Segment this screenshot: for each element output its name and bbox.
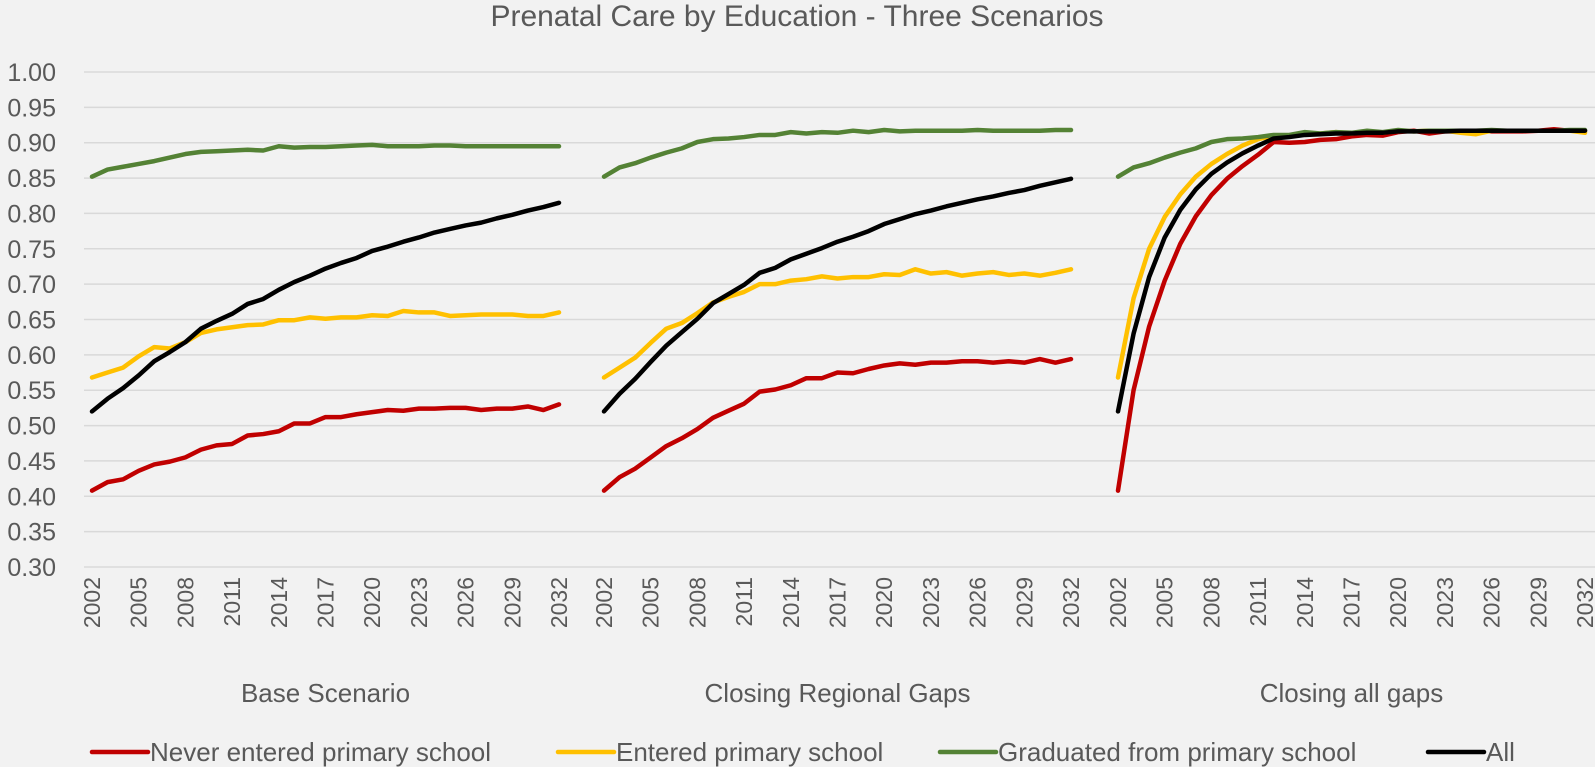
- y-tick-label: 0.70: [7, 271, 56, 299]
- y-tick-label: 0.30: [7, 554, 56, 582]
- series-line-graduated-from-primary-school-panel-2: [601, 127, 1074, 179]
- x-tick-label: 2020: [359, 577, 385, 628]
- y-tick-label: 0.40: [7, 483, 56, 511]
- x-tick-label: 2023: [1432, 577, 1458, 628]
- x-tick-label: 2014: [778, 577, 804, 628]
- series-line-entered-primary-school-panel-1: [89, 308, 562, 380]
- y-tick-label: 0.85: [7, 165, 56, 193]
- y-tick-label: 0.50: [7, 413, 56, 441]
- x-tick-label: 2017: [313, 577, 339, 628]
- panel-label: Closing Regional Gaps: [705, 678, 971, 708]
- y-tick-label: 1.00: [7, 59, 56, 87]
- x-tick-label: 2032: [1572, 577, 1595, 628]
- y-axis-ticks: 0.30 0.35 0.40 0.45 0.50 0.55 0.60 0.65 0.70 0.75…: [7, 59, 56, 582]
- legend-label: All: [1486, 737, 1515, 767]
- series-line-entered-primary-school-panel-2: [601, 267, 1074, 380]
- x-tick-label: 2008: [684, 577, 710, 628]
- x-tick-label: 2008: [1198, 577, 1224, 628]
- x-tick-label: 2014: [266, 577, 292, 628]
- x-tick-label: 2005: [638, 577, 664, 628]
- legend-label: Entered primary school: [616, 737, 883, 767]
- x-tick-label: 2023: [918, 577, 944, 628]
- x-tick-label: 2026: [965, 577, 991, 628]
- series-line-never-entered-primary-school-panel-1: [89, 402, 562, 493]
- x-tick-label: 2011: [1245, 577, 1271, 626]
- x-tick-label: 2026: [453, 577, 479, 628]
- y-tick-label: 0.65: [7, 307, 56, 335]
- x-tick-label: 2002: [79, 577, 105, 628]
- series-line-all-panel-2: [601, 176, 1074, 414]
- x-tick-label: 2002: [1105, 577, 1131, 628]
- x-tick-label: 2005: [126, 577, 152, 628]
- x-tick-label: 2002: [591, 577, 617, 628]
- x-tick-label: 2014: [1292, 577, 1318, 628]
- y-tick-label: 0.60: [7, 342, 56, 370]
- gridlines: [84, 71, 1595, 568]
- x-tick-label: 2017: [1339, 577, 1365, 628]
- series-line-all-panel-3: [1115, 128, 1588, 414]
- y-tick-label: 0.55: [7, 377, 56, 405]
- series-line-all-panel-1: [89, 200, 562, 414]
- legend-item: Never entered primary school: [89, 737, 491, 767]
- x-tick-label: 2017: [825, 577, 851, 628]
- panel-label: Closing all gaps: [1260, 678, 1444, 708]
- legend-item: Graduated from primary school: [937, 737, 1356, 767]
- chart-title: Prenatal Care by Education - Three Scena…: [490, 0, 1103, 33]
- series-line-entered-primary-school-panel-3: [1115, 128, 1588, 380]
- x-tick-label: 2020: [1385, 577, 1411, 628]
- series-line-never-entered-primary-school-panel-2: [601, 356, 1074, 493]
- legend-label: Never entered primary school: [150, 737, 491, 767]
- legend-item: All: [1425, 737, 1515, 767]
- y-tick-label: 0.90: [7, 130, 56, 158]
- x-tick-label: 2032: [546, 577, 572, 628]
- x-axis-ticks: 2002 2005 2008 2011 2014 2017 2020 2023 2026 2029…: [79, 577, 1595, 628]
- y-tick-label: 0.35: [7, 519, 56, 547]
- y-tick-label: 0.95: [7, 94, 56, 122]
- panel-label: Base Scenario: [241, 678, 410, 708]
- x-tick-label: 2023: [406, 577, 432, 628]
- x-tick-label: 2029: [1011, 577, 1037, 628]
- y-tick-label: 0.80: [7, 200, 56, 228]
- legend-label: Graduated from primary school: [998, 737, 1356, 767]
- x-tick-label: 2008: [172, 577, 198, 628]
- x-tick-label: 2026: [1479, 577, 1505, 628]
- x-tick-label: 2020: [871, 577, 897, 628]
- panel-labels: Base Scenario Closing Regional Gaps Closin…: [241, 678, 1443, 708]
- series-line-graduated-from-primary-school-panel-1: [89, 142, 562, 179]
- legend-item: Entered primary school: [555, 737, 883, 767]
- x-tick-label: 2005: [1152, 577, 1178, 628]
- x-tick-label: 2011: [219, 577, 245, 626]
- y-tick-label: 0.75: [7, 236, 56, 264]
- x-tick-label: 2011: [731, 577, 757, 626]
- x-tick-label: 2029: [499, 577, 525, 628]
- x-tick-label: 2032: [1058, 577, 1084, 628]
- x-tick-label: 2029: [1525, 577, 1551, 628]
- legend: Never entered primary school Entered prim…: [89, 737, 1515, 767]
- series-lines: [89, 127, 1588, 493]
- y-tick-label: 0.45: [7, 448, 56, 476]
